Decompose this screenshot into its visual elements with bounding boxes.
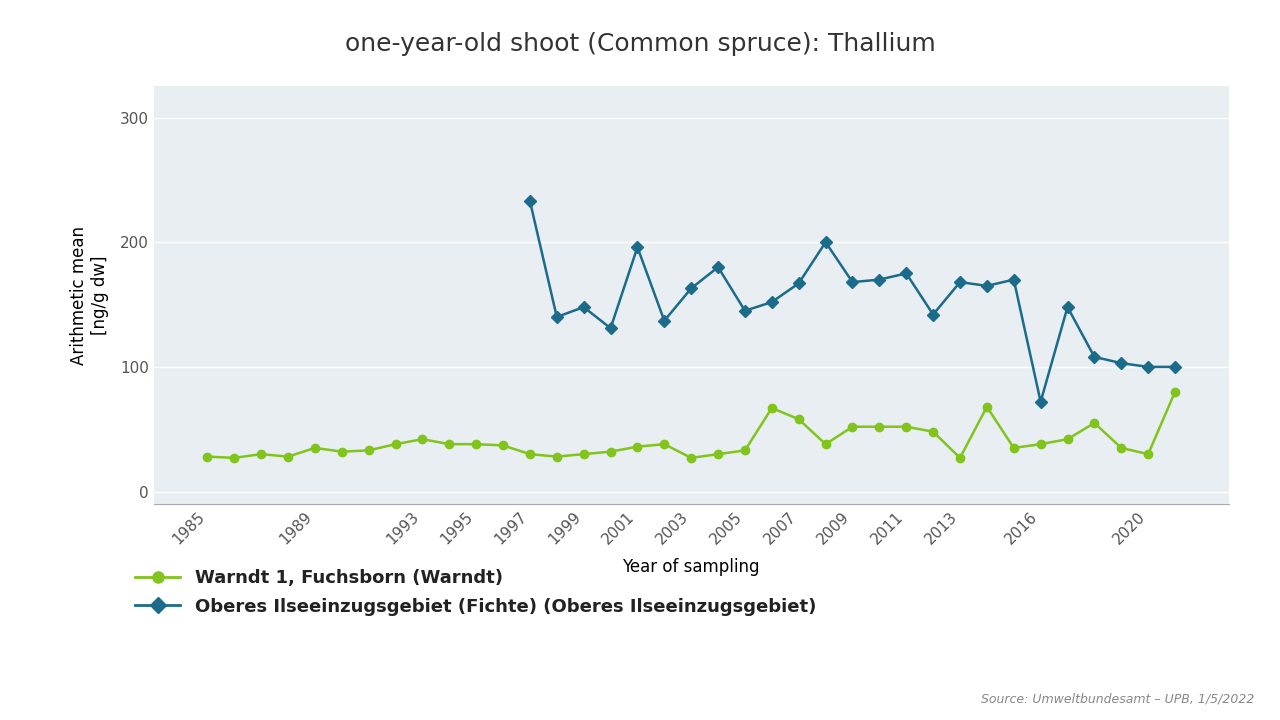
Oberes Ilseeinzugsgebiet (Fichte) (Oberes Ilseeinzugsgebiet) [603, 324, 618, 333]
Oberes Ilseeinzugsgebiet (Fichte) (Oberes Ilseeinzugsgebiet) [576, 302, 591, 311]
Y-axis label: Arithmetic mean
[ng/g dw]: Arithmetic mean [ng/g dw] [70, 225, 109, 365]
Warndt 1, Fuchsborn (Warndt) [1060, 435, 1075, 444]
Warndt 1, Fuchsborn (Warndt) [979, 402, 995, 411]
Oberes Ilseeinzugsgebiet (Fichte) (Oberes Ilseeinzugsgebiet) [1114, 359, 1129, 367]
Oberes Ilseeinzugsgebiet (Fichte) (Oberes Ilseeinzugsgebiet) [791, 279, 806, 288]
Warndt 1, Fuchsborn (Warndt) [227, 454, 242, 462]
Oberes Ilseeinzugsgebiet (Fichte) (Oberes Ilseeinzugsgebiet) [522, 197, 538, 205]
Oberes Ilseeinzugsgebiet (Fichte) (Oberes Ilseeinzugsgebiet) [764, 298, 780, 307]
Oberes Ilseeinzugsgebiet (Fichte) (Oberes Ilseeinzugsgebiet) [1087, 353, 1102, 361]
Warndt 1, Fuchsborn (Warndt) [630, 442, 645, 451]
Warndt 1, Fuchsborn (Warndt) [468, 440, 484, 449]
Oberes Ilseeinzugsgebiet (Fichte) (Oberes Ilseeinzugsgebiet) [899, 269, 914, 278]
Warndt 1, Fuchsborn (Warndt) [253, 450, 269, 459]
Warndt 1, Fuchsborn (Warndt) [1140, 450, 1156, 459]
Warndt 1, Fuchsborn (Warndt) [307, 444, 323, 452]
Warndt 1, Fuchsborn (Warndt) [495, 441, 511, 450]
Oberes Ilseeinzugsgebiet (Fichte) (Oberes Ilseeinzugsgebiet) [818, 238, 833, 246]
Oberes Ilseeinzugsgebiet (Fichte) (Oberes Ilseeinzugsgebiet) [549, 312, 564, 321]
Oberes Ilseeinzugsgebiet (Fichte) (Oberes Ilseeinzugsgebiet) [657, 316, 672, 325]
Warndt 1, Fuchsborn (Warndt) [899, 423, 914, 431]
X-axis label: Year of sampling: Year of sampling [622, 558, 760, 576]
Warndt 1, Fuchsborn (Warndt) [845, 423, 860, 431]
Warndt 1, Fuchsborn (Warndt) [657, 440, 672, 449]
Oberes Ilseeinzugsgebiet (Fichte) (Oberes Ilseeinzugsgebiet) [1167, 363, 1183, 372]
Oberes Ilseeinzugsgebiet (Fichte) (Oberes Ilseeinzugsgebiet) [845, 278, 860, 287]
Warndt 1, Fuchsborn (Warndt) [737, 446, 753, 455]
Warndt 1, Fuchsborn (Warndt) [872, 423, 887, 431]
Oberes Ilseeinzugsgebiet (Fichte) (Oberes Ilseeinzugsgebiet) [979, 282, 995, 290]
Line: Oberes Ilseeinzugsgebiet (Fichte) (Oberes Ilseeinzugsgebiet): Oberes Ilseeinzugsgebiet (Fichte) (Obere… [526, 197, 1179, 406]
Warndt 1, Fuchsborn (Warndt) [925, 428, 941, 436]
Warndt 1, Fuchsborn (Warndt) [1006, 444, 1021, 452]
Warndt 1, Fuchsborn (Warndt) [764, 404, 780, 413]
Oberes Ilseeinzugsgebiet (Fichte) (Oberes Ilseeinzugsgebiet) [1060, 302, 1075, 311]
Warndt 1, Fuchsborn (Warndt) [603, 447, 618, 456]
Oberes Ilseeinzugsgebiet (Fichte) (Oberes Ilseeinzugsgebiet) [710, 263, 726, 271]
Warndt 1, Fuchsborn (Warndt) [1033, 440, 1048, 449]
Warndt 1, Fuchsborn (Warndt) [818, 440, 833, 449]
Warndt 1, Fuchsborn (Warndt) [388, 440, 403, 449]
Oberes Ilseeinzugsgebiet (Fichte) (Oberes Ilseeinzugsgebiet) [737, 307, 753, 315]
Oberes Ilseeinzugsgebiet (Fichte) (Oberes Ilseeinzugsgebiet) [1033, 397, 1048, 406]
Warndt 1, Fuchsborn (Warndt) [280, 452, 296, 461]
Oberes Ilseeinzugsgebiet (Fichte) (Oberes Ilseeinzugsgebiet) [1006, 275, 1021, 284]
Warndt 1, Fuchsborn (Warndt) [576, 450, 591, 459]
Warndt 1, Fuchsborn (Warndt) [549, 452, 564, 461]
Warndt 1, Fuchsborn (Warndt) [442, 440, 457, 449]
Warndt 1, Fuchsborn (Warndt) [200, 452, 215, 461]
Oberes Ilseeinzugsgebiet (Fichte) (Oberes Ilseeinzugsgebiet) [925, 310, 941, 319]
Warndt 1, Fuchsborn (Warndt) [415, 435, 430, 444]
Oberes Ilseeinzugsgebiet (Fichte) (Oberes Ilseeinzugsgebiet) [630, 243, 645, 251]
Line: Warndt 1, Fuchsborn (Warndt): Warndt 1, Fuchsborn (Warndt) [204, 387, 1179, 462]
Text: Source: Umweltbundesamt – UPB, 1/5/2022: Source: Umweltbundesamt – UPB, 1/5/2022 [980, 693, 1254, 706]
Oberes Ilseeinzugsgebiet (Fichte) (Oberes Ilseeinzugsgebiet) [1140, 363, 1156, 372]
Warndt 1, Fuchsborn (Warndt) [710, 450, 726, 459]
Oberes Ilseeinzugsgebiet (Fichte) (Oberes Ilseeinzugsgebiet) [684, 284, 699, 292]
Warndt 1, Fuchsborn (Warndt) [1114, 444, 1129, 452]
Warndt 1, Fuchsborn (Warndt) [791, 415, 806, 423]
Oberes Ilseeinzugsgebiet (Fichte) (Oberes Ilseeinzugsgebiet) [872, 275, 887, 284]
Warndt 1, Fuchsborn (Warndt) [334, 447, 349, 456]
Warndt 1, Fuchsborn (Warndt) [1167, 387, 1183, 396]
Warndt 1, Fuchsborn (Warndt) [952, 454, 968, 462]
Warndt 1, Fuchsborn (Warndt) [361, 446, 376, 455]
Warndt 1, Fuchsborn (Warndt) [522, 450, 538, 459]
Warndt 1, Fuchsborn (Warndt) [684, 454, 699, 462]
Oberes Ilseeinzugsgebiet (Fichte) (Oberes Ilseeinzugsgebiet) [952, 278, 968, 287]
Legend: Warndt 1, Fuchsborn (Warndt), Oberes Ilseeinzugsgebiet (Fichte) (Oberes Ilseeinz: Warndt 1, Fuchsborn (Warndt), Oberes Ils… [128, 562, 823, 623]
Text: one-year-old shoot (Common spruce): Thallium: one-year-old shoot (Common spruce): Thal… [344, 32, 936, 56]
Warndt 1, Fuchsborn (Warndt) [1087, 418, 1102, 427]
